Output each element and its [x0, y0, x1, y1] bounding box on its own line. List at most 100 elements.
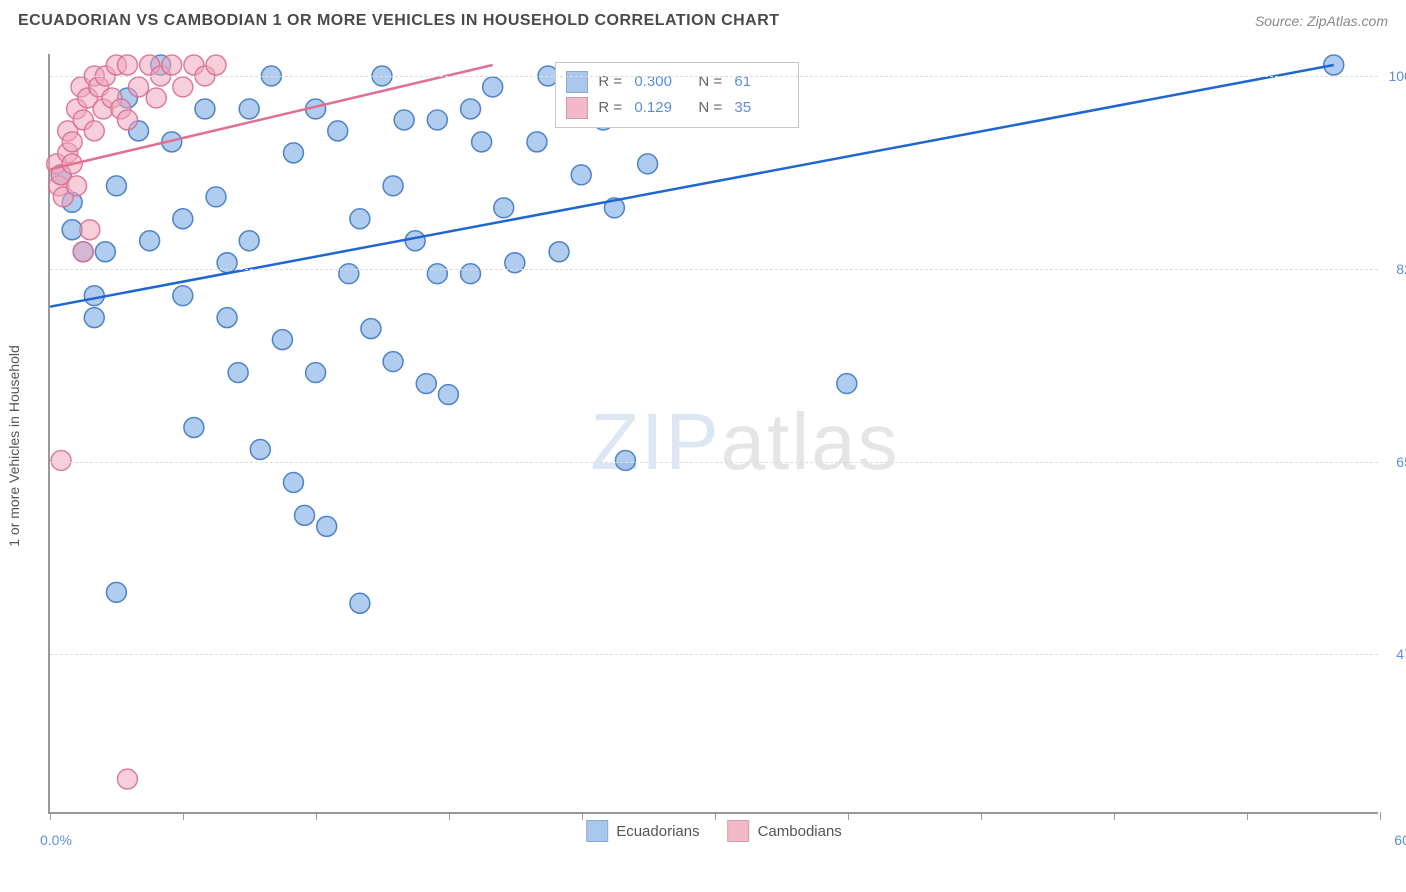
x-axis-max-label: 60.0% — [1394, 832, 1406, 848]
x-axis-min-label: 0.0% — [40, 832, 72, 848]
swatch-icon — [586, 820, 608, 842]
scatter-point — [549, 242, 569, 262]
legend-label: Cambodians — [758, 823, 842, 840]
scatter-point — [117, 55, 137, 75]
y-tick-label: 65.0% — [1384, 454, 1406, 470]
scatter-point — [228, 363, 248, 383]
scatter-point — [173, 77, 193, 97]
scatter-point — [317, 516, 337, 536]
x-tick — [1380, 812, 1381, 820]
scatter-point — [95, 242, 115, 262]
gridline — [50, 654, 1378, 655]
y-axis-label: 1 or more Vehicles in Household — [6, 345, 22, 547]
scatter-point — [184, 418, 204, 438]
scatter-point — [162, 55, 182, 75]
gridline — [50, 269, 1378, 270]
scatter-point — [438, 385, 458, 405]
scatter-point — [272, 330, 292, 350]
stat-n-label: N = — [698, 99, 724, 116]
scatter-point — [67, 176, 87, 196]
scatter-point — [494, 198, 514, 218]
x-tick — [183, 812, 184, 820]
scatter-point — [328, 121, 348, 141]
scatter-point — [571, 165, 591, 185]
stat-r-label: R = — [598, 99, 624, 116]
x-tick — [848, 812, 849, 820]
scatter-point — [80, 220, 100, 240]
scatter-point — [117, 110, 137, 130]
scatter-point — [84, 286, 104, 306]
scatter-point — [350, 209, 370, 229]
swatch-icon — [728, 820, 750, 842]
scatter-point — [416, 374, 436, 394]
scatter-point — [472, 132, 492, 152]
stat-legend-box: R = 0.300 N = 61 R = 0.129 N = 35 — [555, 62, 799, 128]
x-tick — [449, 812, 450, 820]
scatter-point — [615, 450, 635, 470]
scatter-point — [140, 231, 160, 251]
scatter-point — [461, 264, 481, 284]
scatter-point — [483, 77, 503, 97]
scatter-point — [394, 110, 414, 130]
scatter-point — [283, 472, 303, 492]
scatter-point — [527, 132, 547, 152]
x-tick — [1114, 812, 1115, 820]
scatter-point — [295, 505, 315, 525]
swatch-icon — [566, 97, 588, 119]
scatter-point — [283, 143, 303, 163]
x-tick — [981, 812, 982, 820]
legend-item-cambodians: Cambodians — [728, 820, 842, 842]
x-tick — [316, 812, 317, 820]
scatter-point — [350, 593, 370, 613]
legend-item-ecuadorians: Ecuadorians — [586, 820, 699, 842]
legend-label: Ecuadorians — [616, 823, 699, 840]
scatter-point — [84, 121, 104, 141]
scatter-point — [461, 99, 481, 119]
scatter-point — [383, 176, 403, 196]
x-tick — [715, 812, 716, 820]
scatter-point — [206, 55, 226, 75]
y-tick-label: 100.0% — [1384, 68, 1406, 84]
chart-header: ECUADORIAN VS CAMBODIAN 1 OR MORE VEHICL… — [0, 0, 1406, 40]
scatter-point — [383, 352, 403, 372]
swatch-icon — [566, 71, 588, 93]
y-tick-label: 82.5% — [1384, 261, 1406, 277]
x-tick — [1247, 812, 1248, 820]
bottom-legend: Ecuadorians Cambodians — [586, 820, 842, 842]
scatter-point — [239, 99, 259, 119]
y-tick-label: 47.5% — [1384, 646, 1406, 662]
scatter-point — [837, 374, 857, 394]
gridline — [50, 76, 1378, 77]
scatter-point — [361, 319, 381, 339]
scatter-point — [1324, 55, 1344, 75]
stat-row-cambodians: R = 0.129 N = 35 — [566, 95, 788, 121]
x-tick — [582, 812, 583, 820]
scatter-point — [73, 242, 93, 262]
x-tick — [50, 812, 51, 820]
scatter-point — [306, 363, 326, 383]
scatter-point — [427, 264, 447, 284]
stat-r-value: 0.129 — [634, 99, 688, 116]
chart-plot-area: ZIPatlas R = 0.300 N = 61 R = 0.129 N = … — [48, 54, 1378, 814]
scatter-point — [62, 132, 82, 152]
scatter-point — [239, 231, 259, 251]
scatter-point — [217, 308, 237, 328]
scatter-point — [106, 176, 126, 196]
scatter-point — [129, 77, 149, 97]
scatter-point — [206, 187, 226, 207]
scatter-point — [51, 450, 71, 470]
gridline — [50, 462, 1378, 463]
scatter-point — [195, 99, 215, 119]
scatter-point — [117, 769, 137, 789]
scatter-point — [106, 582, 126, 602]
scatter-point — [339, 264, 359, 284]
stat-n-value: 35 — [734, 99, 788, 116]
scatter-point — [427, 110, 447, 130]
stat-row-ecuadorians: R = 0.300 N = 61 — [566, 69, 788, 95]
chart-title: ECUADORIAN VS CAMBODIAN 1 OR MORE VEHICL… — [18, 12, 780, 30]
scatter-point — [638, 154, 658, 174]
scatter-point — [84, 308, 104, 328]
scatter-point — [173, 286, 193, 306]
scatter-point — [250, 440, 270, 460]
chart-source: Source: ZipAtlas.com — [1255, 13, 1388, 29]
